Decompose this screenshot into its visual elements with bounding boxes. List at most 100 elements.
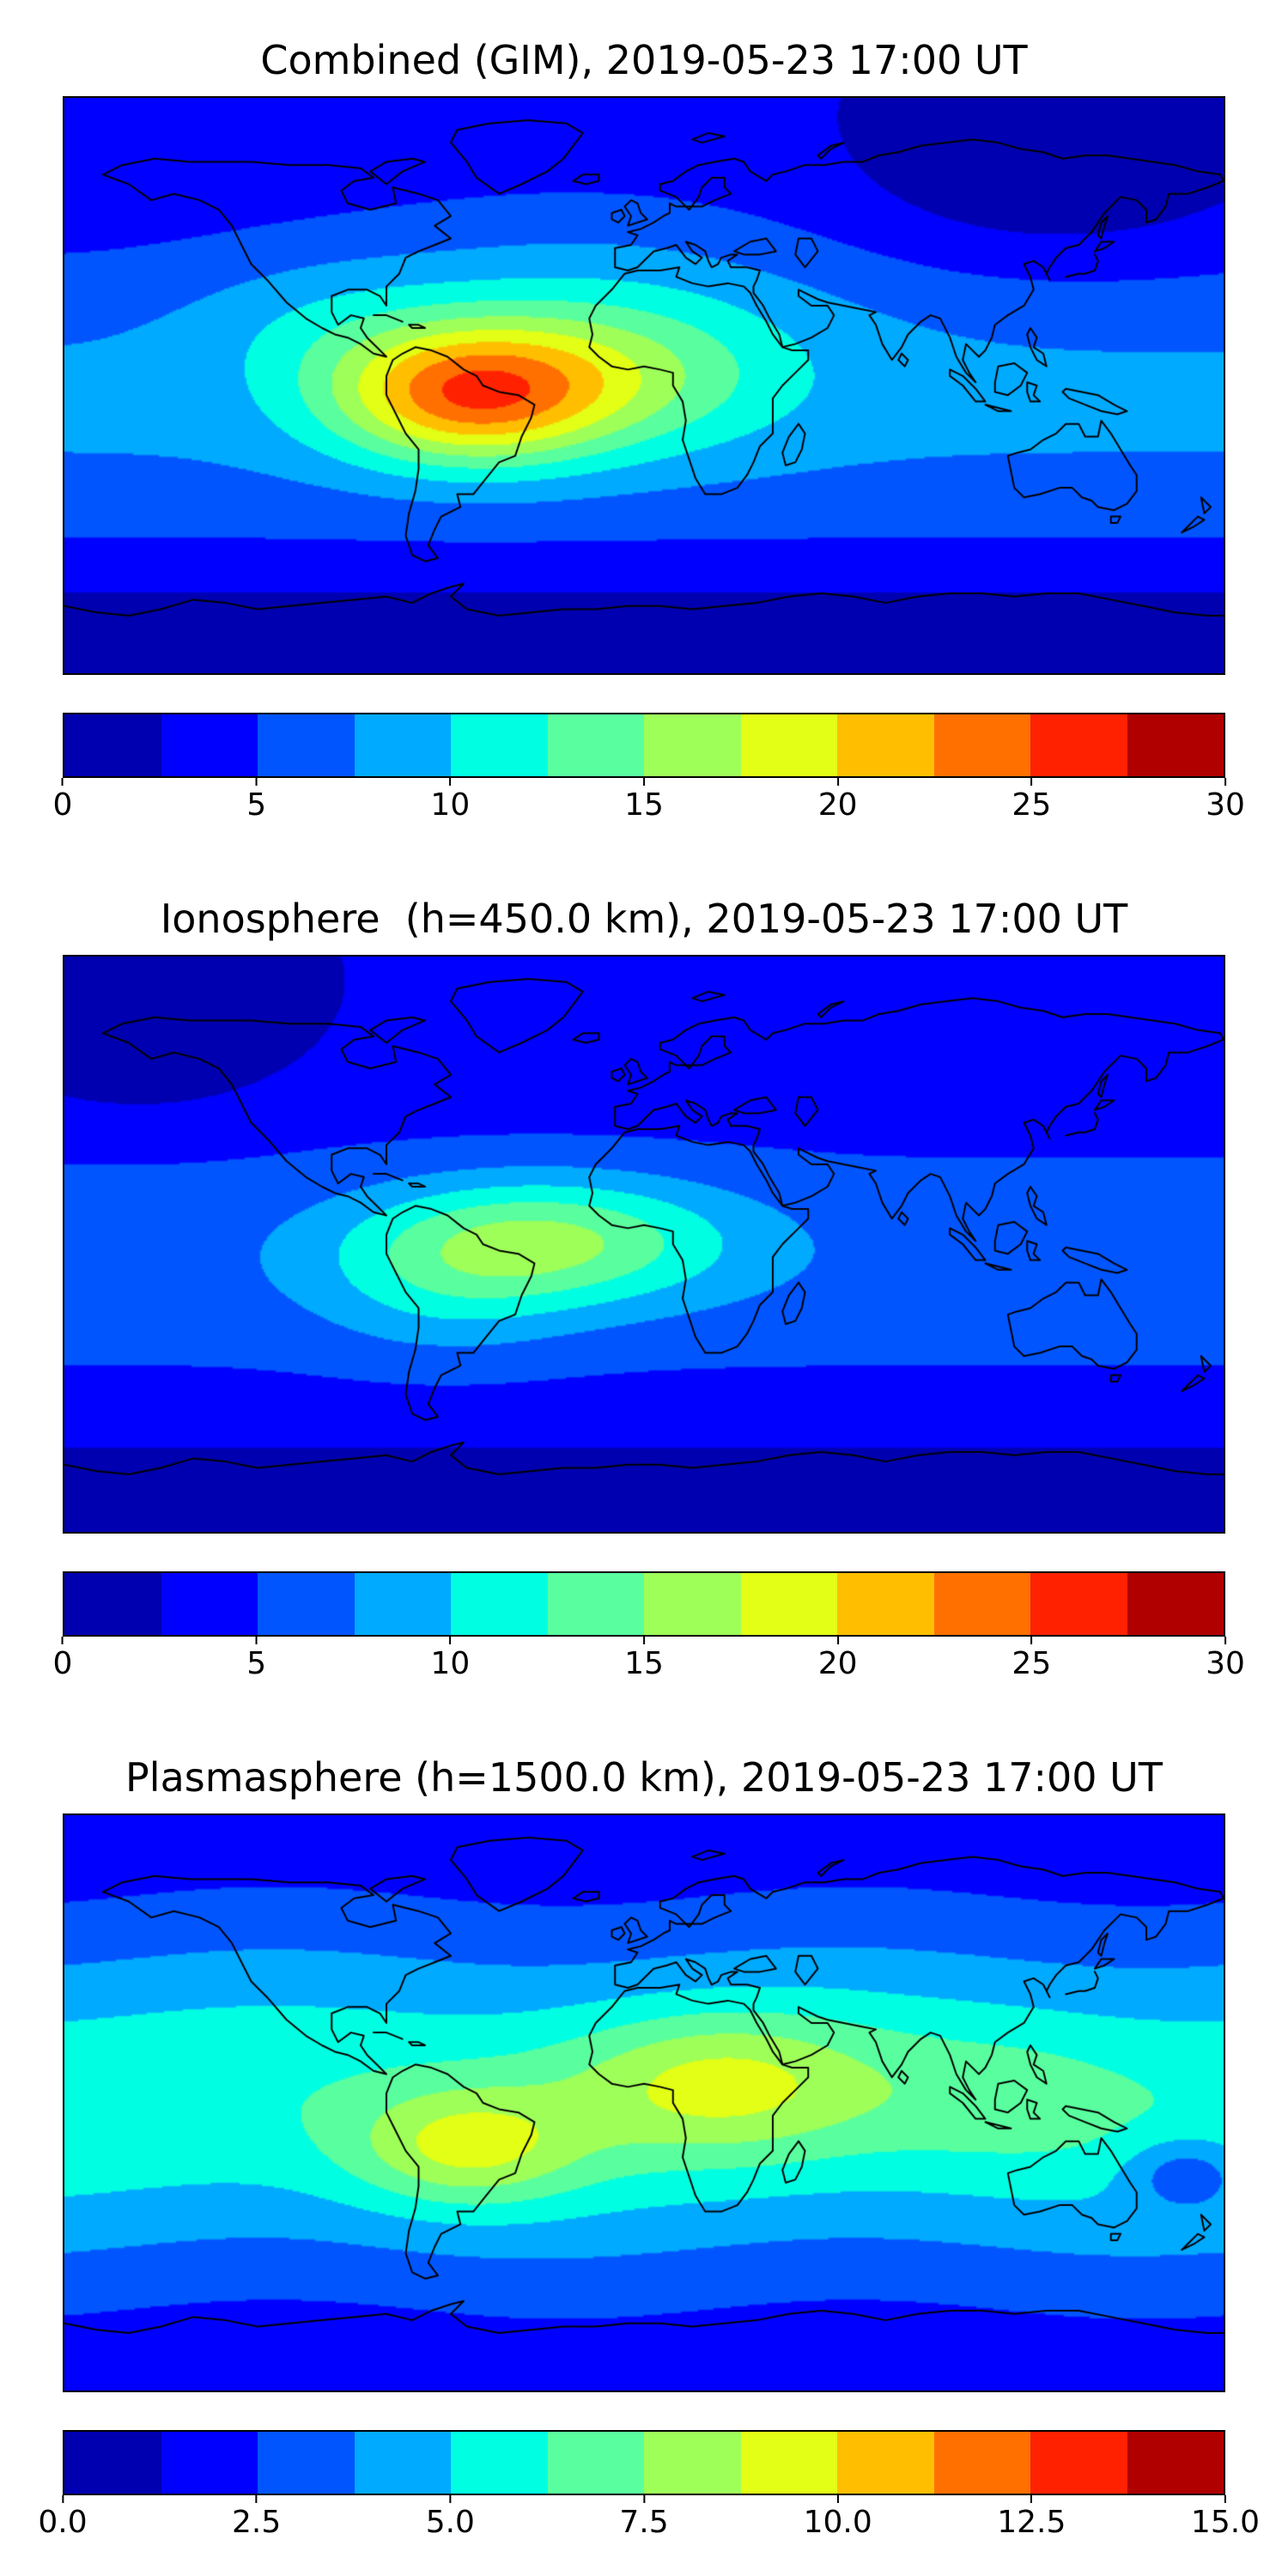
colorbar-tick: 30 [1206,778,1245,823]
map-frame [63,955,1225,1534]
colorbar-segment [354,714,451,776]
colorbar-tick-label: 20 [817,787,858,823]
colorbar-segment [1127,714,1224,776]
colorbar-tick-label: 30 [1206,1646,1245,1681]
colorbar-segment [933,2432,1030,2494]
colorbar-segment [1127,2432,1224,2494]
panel-title: Combined (GIM), 2019-05-23 17:00 UT [260,37,1028,83]
colorbar-tick-label: 5 [246,1646,267,1681]
colorbar-tickmark [1224,778,1226,786]
colorbar-tickmark [836,2495,839,2503]
colorbar-segment [1030,714,1127,776]
world-map-canvas [64,1815,1224,2391]
colorbar-tick: 20 [818,778,858,823]
colorbar-tickmark [449,2495,452,2503]
colorbar-segment [354,2432,451,2494]
colorbar-tick: 0.0 [38,2495,88,2540]
map-frame [63,1814,1225,2392]
colorbar-segment [644,1573,741,1635]
panel-title: Ionosphere (h=450.0 km), 2019-05-23 17:0… [160,896,1128,942]
colorbar-tickmark [255,1637,258,1644]
colorbar-segment [837,714,934,776]
colorbar-segment [1030,1573,1127,1635]
colorbar-tick: 15 [624,1637,664,1681]
colorbar-segment [451,1573,548,1635]
colorbar-tick: 7.5 [619,2495,669,2540]
panel-title: Plasmasphere (h=1500.0 km), 2019-05-23 1… [125,1754,1163,1801]
colorbar-tick-label: 10 [430,787,471,823]
colorbar-tickmark [836,1637,839,1644]
colorbar-segment [837,1573,934,1635]
world-map-canvas [64,957,1224,1532]
colorbar-labels: 0 5 10 15 20 25 30 [53,1637,1245,1692]
colorbar-segment [258,714,355,776]
colorbar-segment [740,2432,837,2494]
colorbar-segment [451,2432,548,2494]
colorbar [63,2430,1225,2495]
colorbar-tickmark [642,2495,645,2503]
colorbar-tickmark [61,2495,64,2503]
map-frame [63,96,1225,675]
colorbar-tick: 0 [52,1637,73,1681]
colorbar-segment [258,2432,355,2494]
colorbar-segment [64,1573,161,1635]
colorbar-tickmark [255,2495,258,2503]
colorbar-tickmark [255,778,258,786]
colorbar-tick-label: 12.5 [997,2505,1066,2540]
colorbar-tick: 30 [1206,1637,1245,1681]
colorbar-tickmark [1224,2495,1226,2503]
colorbar-tick-label: 2.5 [232,2505,282,2540]
colorbar-tickmark [1030,1637,1033,1644]
panel-ionosphere: Ionosphere (h=450.0 km), 2019-05-23 17:0… [0,859,1288,1717]
colorbar-tick: 5 [246,778,266,823]
colorbar-tickmark [1030,2495,1033,2503]
colorbar-tick: 5 [246,1637,266,1681]
colorbar-tick: 0 [52,778,73,823]
colorbar-segment [161,714,258,776]
colorbar-segment [161,2432,258,2494]
colorbar-labels: 0.0 2.5 5.0 7.5 10.0 12.5 15.0 [38,2495,1260,2550]
colorbar-tick: 20 [818,1637,858,1681]
colorbar-tick: 2.5 [232,2495,281,2540]
colorbar-tick-label: 0 [52,1646,73,1681]
colorbar-tickmark [62,1637,64,1644]
world-map-canvas [64,98,1224,673]
colorbar-labels: 0 5 10 15 20 25 30 [53,778,1245,833]
colorbar-segment [1030,2432,1127,2494]
colorbar-tickmark [449,778,452,786]
colorbar-segment [933,1573,1030,1635]
colorbar-segment [258,1573,355,1635]
colorbar-tickmark [1224,1637,1226,1644]
colorbar-tick-label: 15.0 [1190,2505,1261,2540]
colorbar-segment [547,714,644,776]
colorbar-segment [837,2432,934,2494]
colorbar-tickmark [836,778,839,786]
colorbar-segment [547,1573,644,1635]
panel-plasmasphere: Plasmasphere (h=1500.0 km), 2019-05-23 1… [0,1717,1288,2576]
colorbar-tickmark [62,778,64,786]
colorbar-segment [644,714,741,776]
colorbar-tick: 15.0 [1191,2495,1260,2540]
colorbar-tick-label: 10 [430,1646,471,1681]
colorbar-tickmark [643,1637,645,1644]
colorbar-tick: 10 [430,778,470,823]
colorbar-tick-label: 0 [52,787,73,823]
colorbar-tick: 15 [624,778,664,823]
colorbar-tick-label: 25 [1012,787,1052,823]
colorbar-segment [64,2432,161,2494]
colorbar [63,1571,1225,1637]
colorbar-tickmark [643,778,645,786]
colorbar-tick: 10.0 [804,2495,872,2540]
colorbar-segment [933,714,1030,776]
colorbar-segment [64,714,161,776]
colorbar-segment [740,714,837,776]
colorbar-tick: 10 [430,1637,470,1681]
colorbar-tick-label: 5 [246,787,267,823]
panel-combined-gim: Combined (GIM), 2019-05-23 17:00 UT 0 5 10… [0,0,1288,859]
colorbar-tick-label: 7.5 [619,2505,669,2540]
colorbar-segment [161,1573,258,1635]
colorbar-tick-label: 30 [1206,787,1245,823]
colorbar-tick: 12.5 [997,2495,1066,2540]
colorbar-tick: 25 [1012,1637,1051,1681]
